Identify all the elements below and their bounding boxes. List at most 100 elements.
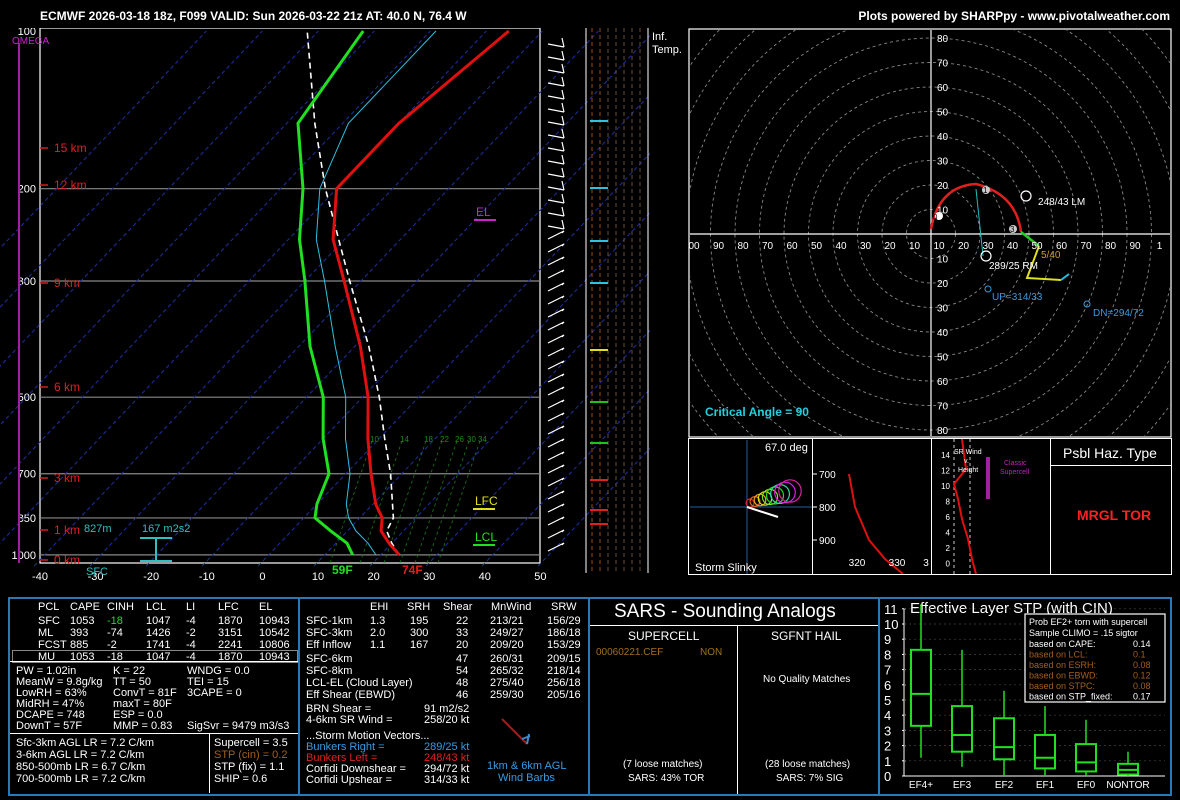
mixing-ratio-label: 30 xyxy=(467,435,476,444)
kin-header: EHI xyxy=(370,601,389,613)
isotherm-line xyxy=(145,34,650,567)
index-col1: PW = 1.02in xyxy=(16,665,77,677)
temp-tick-label: 20 xyxy=(367,571,379,583)
parcel-cell: FCST xyxy=(38,639,67,651)
wind-barb-flag xyxy=(561,89,565,100)
height-label: 6 km xyxy=(54,380,80,394)
theta-profile xyxy=(848,473,904,574)
hodo-x-tick: 20 xyxy=(958,241,970,252)
supercell-title: SUPERCELL xyxy=(628,629,700,643)
psbl-haz-divider xyxy=(1051,465,1171,466)
wind-barb-shaft xyxy=(547,477,565,487)
hodo-x-tick: 70 xyxy=(1080,241,1092,252)
parcel-cell: -74 xyxy=(107,627,123,639)
stp-legend-title2: Sample CLIMO = .15 sigtor xyxy=(1029,628,1138,638)
parcel-cell: ML xyxy=(38,627,54,639)
hodo-y-tick: 40 xyxy=(937,132,949,143)
parcel-cell: -4 xyxy=(186,615,196,627)
kin-cell: 275/40 xyxy=(490,677,524,689)
kin-cell: 256/18 xyxy=(547,677,581,689)
stp-panel xyxy=(878,597,1172,796)
kin-header: Shear xyxy=(443,601,473,613)
header-credit: Plots powered by SHARPpy - www.pivotalwe… xyxy=(858,9,1170,23)
wind-barb-flag xyxy=(561,438,565,442)
kin-barbs xyxy=(501,718,531,745)
index-separator xyxy=(10,733,298,734)
hodo-plot-group xyxy=(690,30,1170,436)
index-col3: TEI = 15 xyxy=(187,676,229,688)
hodo-x-tick: 50 xyxy=(1031,241,1043,252)
srw-title3: Height xyxy=(958,467,978,474)
stp-box xyxy=(951,649,973,767)
stp-y-tick: 10 xyxy=(884,617,898,632)
wind-barb-flag xyxy=(561,451,565,455)
kin-cell: 54 xyxy=(456,665,469,677)
psbl-haz-value: MRGL TOR xyxy=(1077,507,1152,523)
stp-category: EF4+ xyxy=(909,780,933,791)
parcel-cell: 10806 xyxy=(259,639,290,651)
index-col2: maxT = 80F xyxy=(113,698,172,710)
kin-cell: 167 xyxy=(410,639,429,651)
stp-category: EF1 xyxy=(1036,780,1055,791)
hodo-x-tick: 90 xyxy=(1129,241,1141,252)
index-col2: K = 22 xyxy=(113,665,146,677)
hodo-ring-label: 3 xyxy=(1010,225,1015,234)
isotherm-line xyxy=(257,152,650,567)
wind-barb-flag xyxy=(561,477,565,481)
theta-x-tick: 320 xyxy=(849,558,866,569)
stp-chart: Effective Layer STP (with CIN)1110987654… xyxy=(884,600,1166,791)
hodo-x-tick: 80 xyxy=(1105,241,1117,252)
psbl-haz-panel xyxy=(1050,438,1172,575)
lapse-divider xyxy=(209,733,210,793)
wind-barb xyxy=(547,230,565,240)
wind-barb xyxy=(547,321,565,331)
wind-barb-shaft xyxy=(547,121,565,126)
wind-barb-shaft xyxy=(547,256,565,266)
wind-barb-flag xyxy=(561,193,565,204)
parcel-cell: -4 xyxy=(186,651,196,663)
parcel-cell: 1426 xyxy=(146,627,171,639)
hodo-srh-line xyxy=(975,188,984,257)
stp-y-tick: 0 xyxy=(884,769,891,784)
kin-cell: 265/32 xyxy=(490,665,524,677)
wind-barb-shaft xyxy=(547,321,565,331)
kin-cell: 218/14 xyxy=(547,665,581,677)
hodo-dn-label: DN=294/72 xyxy=(1093,308,1144,319)
hodo-y-tick: 50 xyxy=(937,108,949,119)
wind-barb xyxy=(547,76,565,87)
index-col2: MMP = 0.83 xyxy=(113,720,173,732)
wind-barb xyxy=(547,412,565,422)
kin-cell: 195 xyxy=(410,615,429,627)
mixing-ratio-label: 22 xyxy=(440,435,449,444)
hail-loose: (28 loose matches) xyxy=(765,759,851,770)
mixing-ratio-line xyxy=(329,437,374,563)
stp-box xyxy=(1117,751,1139,776)
hodograph: 00 90 80 70 60 50 40 30 20 10 10 20 30 40 50 60 70 80 90 18… xyxy=(688,28,1172,438)
wind-barb-flag xyxy=(561,464,565,468)
lapse-rate: 700-500mb LR = 7.2 C/km xyxy=(16,773,146,785)
hodo-ring0 xyxy=(935,212,943,220)
kin-cell: SFC-1km xyxy=(306,615,353,627)
hodo-y-tick: 20 xyxy=(937,279,949,290)
wind-barb-flag xyxy=(561,386,565,390)
wind-barb xyxy=(547,373,565,383)
hodo-y-tick: 30 xyxy=(937,304,949,315)
stp-y-tick: 5 xyxy=(884,693,891,708)
stp-category: EF0 xyxy=(1077,780,1096,791)
mixing-ratio-line xyxy=(437,437,482,563)
slinky-ring xyxy=(765,486,785,505)
hodo-x-tick: 70 xyxy=(762,241,774,252)
wind-barb-flag xyxy=(561,269,565,273)
height-label: 0 km xyxy=(54,553,80,567)
brn-label: BRN Shear = xyxy=(306,703,372,715)
wind-barb-shaft xyxy=(547,438,565,448)
wind-barb xyxy=(547,128,565,139)
kin-cell: LCL-EL (Cloud Layer) xyxy=(306,677,413,689)
stp-y-tick: 6 xyxy=(884,678,891,693)
theta-x-tick: 3 xyxy=(923,558,929,569)
hodo-y-tick: 30 xyxy=(937,157,949,168)
hodo-x-tick: 40 xyxy=(1007,241,1019,252)
kin-cell: 33 xyxy=(456,627,469,639)
index-col2: ConvT = 81F xyxy=(113,687,177,699)
temp-tick-label: 0 xyxy=(259,571,265,583)
